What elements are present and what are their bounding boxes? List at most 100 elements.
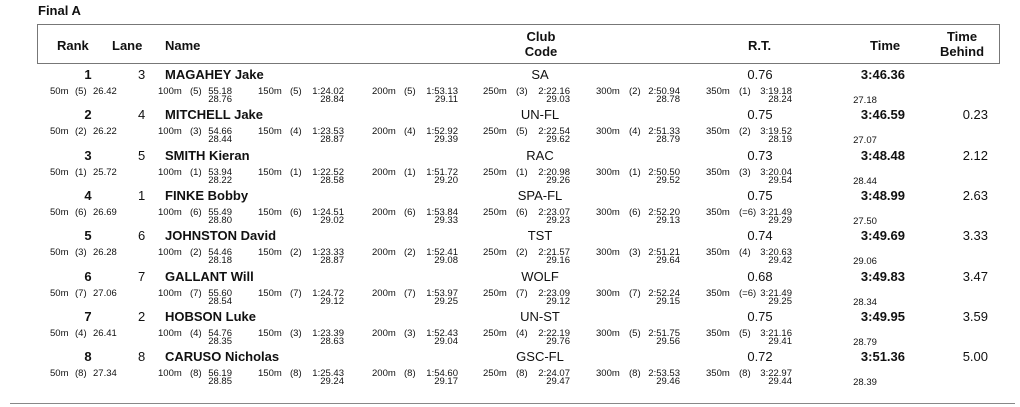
- split-time: 3:21.16: [760, 327, 792, 339]
- split-time: 54.46: [208, 247, 232, 259]
- reaction-time: 0.75: [747, 308, 773, 324]
- split-distance: 300m: [596, 166, 620, 178]
- result-row: 2 4 MITCHELL Jake UN-FL 0.75 3:46.59 0.23 50m (2…: [0, 107, 1020, 147]
- split-time: 27.34: [93, 368, 117, 380]
- header-time: Time: [870, 38, 901, 53]
- lap-time: 28.78: [656, 94, 680, 105]
- lap-time: 29.46: [656, 376, 680, 388]
- split-distance: 50m: [50, 126, 69, 138]
- lap-time: 29.33: [434, 214, 458, 226]
- lap-time: 29.12: [546, 295, 570, 307]
- split-position: (5): [629, 327, 641, 339]
- split-position: (5): [739, 327, 751, 339]
- split-distance: 200m: [372, 247, 396, 259]
- split-position: (5): [190, 86, 202, 97]
- club-code: SPA-FL: [517, 187, 563, 203]
- reaction-time: 0.76: [747, 67, 773, 82]
- reaction-time: 0.68: [747, 268, 773, 284]
- final-lap-time: 27.50: [853, 215, 877, 227]
- lap-time: 29.29: [768, 214, 792, 226]
- split-position: (8): [75, 368, 87, 380]
- split-distance: 250m: [483, 126, 507, 138]
- final-lap-time: 28.39: [853, 377, 877, 389]
- split-time: 1:24.72: [312, 287, 344, 299]
- swimmer-name: MAGAHEY Jake: [165, 67, 264, 82]
- lap-time: 29.44: [768, 376, 792, 388]
- result-row: 1 3 MAGAHEY Jake SA 0.76 3:46.36 50m (5) 26.42 10…: [0, 67, 1020, 107]
- swimmer-name: CARUSO Nicholas: [165, 349, 280, 365]
- split-time: 1:53.84: [426, 206, 458, 218]
- final-time: 3:46.36: [860, 67, 905, 82]
- split-position: (=6): [739, 287, 757, 299]
- split-time: 1:23.53: [312, 126, 344, 138]
- split-distance: 150m: [258, 166, 282, 178]
- split-position: (7): [290, 287, 302, 299]
- split-time: 1:52.41: [426, 247, 458, 259]
- split-distance: 200m: [372, 368, 396, 380]
- split-time: 1:22.52: [312, 166, 344, 178]
- lap-time: 29.47: [546, 376, 570, 388]
- split-position: (4): [75, 327, 87, 339]
- split-position: (8): [629, 368, 641, 380]
- split-distance: 350m: [706, 247, 730, 259]
- split-position: (7): [629, 287, 641, 299]
- lane: 4: [138, 107, 146, 123]
- result-row: 7 2 HOBSON Luke UN-ST 0.75 3:49.95 3.59 50m (4) 2…: [0, 309, 1020, 349]
- lap-time: 28.19: [768, 134, 792, 146]
- split-distance: 250m: [483, 86, 507, 97]
- split-distance: 200m: [372, 166, 396, 178]
- lap-time: 29.64: [656, 255, 680, 267]
- rank: 2: [84, 107, 92, 123]
- rank: 6: [84, 268, 92, 284]
- header-club-code: Club Code: [522, 29, 560, 59]
- lap-time: 28.63: [320, 335, 344, 347]
- split-distance: 200m: [372, 86, 396, 97]
- split-position: (5): [516, 126, 528, 138]
- final-lap-time: 27.07: [853, 135, 877, 147]
- split-time: 26.69: [93, 206, 117, 218]
- time-behind: 2.12: [962, 147, 988, 163]
- lane: 8: [138, 349, 146, 365]
- split-time: 1:54.60: [426, 368, 458, 380]
- lane: 2: [138, 308, 146, 324]
- split-time: 55.18: [208, 86, 232, 97]
- header-code: Code: [524, 44, 558, 59]
- lap-time: 28.22: [208, 174, 232, 186]
- split-time: 25.72: [93, 166, 117, 178]
- split-time: 2:50.94: [648, 86, 680, 97]
- split-distance: 50m: [50, 206, 69, 218]
- split-distance: 350m: [706, 86, 730, 97]
- split-position: (1): [629, 166, 641, 178]
- swimmer-name: MITCHELL Jake: [165, 107, 264, 123]
- swimmer-name: GALLANT Will: [165, 268, 254, 284]
- lap-time: 28.76: [208, 94, 232, 105]
- split-distance: 100m: [158, 206, 182, 218]
- result-row: 3 5 SMITH Kieran RAC 0.73 3:48.48 2.12 50m (1) 25…: [0, 148, 1020, 188]
- lap-time: 28.79: [656, 134, 680, 146]
- split-time: 2:22.19: [538, 327, 570, 339]
- lap-time: 28.24: [768, 94, 792, 105]
- lap-time: 29.11: [434, 94, 458, 105]
- lap-time: 28.84: [320, 94, 344, 105]
- split-position: (7): [75, 287, 87, 299]
- split-distance: 150m: [258, 287, 282, 299]
- rank: 7: [84, 308, 92, 324]
- split-time: 2:23.09: [538, 287, 570, 299]
- lap-time: 29.41: [768, 335, 792, 347]
- final-lap-time: 29.06: [853, 256, 877, 268]
- lap-time: 29.15: [656, 295, 680, 307]
- split-time: 2:21.57: [538, 247, 570, 259]
- split-position: (3): [190, 126, 202, 138]
- split-time: 2:22.54: [538, 126, 570, 138]
- split-time: 55.60: [208, 287, 232, 299]
- split-position: (4): [739, 247, 751, 259]
- final-lap-time: 27.18: [853, 95, 877, 106]
- split-position: (4): [190, 327, 202, 339]
- split-position: (5): [404, 86, 416, 97]
- club-code: TST: [527, 228, 553, 244]
- split-distance: 300m: [596, 86, 620, 97]
- split-position: (1): [290, 166, 302, 178]
- split-time: 3:19.52: [760, 126, 792, 138]
- split-distance: 50m: [50, 368, 69, 380]
- split-position: (1): [739, 86, 751, 97]
